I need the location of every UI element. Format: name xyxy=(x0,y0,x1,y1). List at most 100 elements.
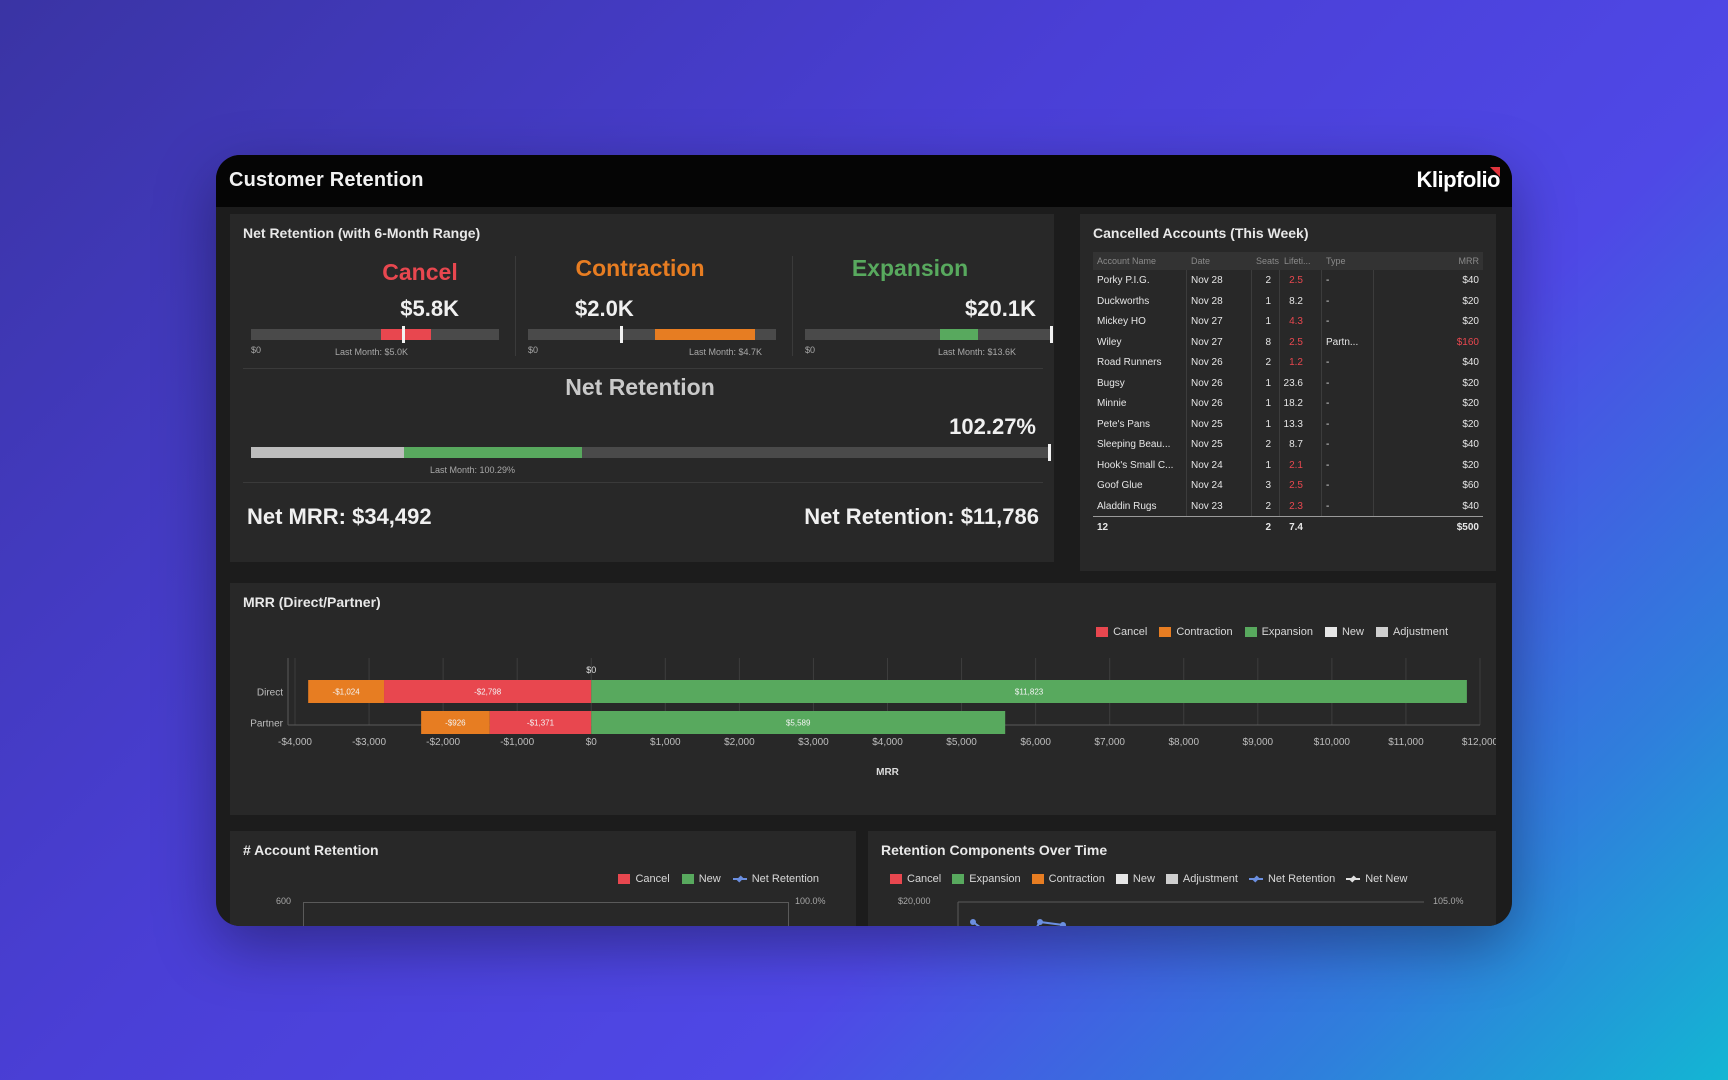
gauge-divider xyxy=(792,256,793,356)
type-cell: - xyxy=(1326,459,1330,471)
net-retention-panel: Net Retention (with 6-Month Range) Cance… xyxy=(230,214,1054,562)
legend-label: Net Retention xyxy=(751,873,819,885)
table-row[interactable]: Pete's Pans Nov 25 1 13.3 - $20 xyxy=(1093,414,1483,435)
legend-swatch xyxy=(1115,874,1128,884)
legend-swatch xyxy=(618,874,631,884)
mrr-legend: Cancel Contraction Expansion New Adjustm… xyxy=(1096,626,1448,638)
legend-item[interactable]: Adjustment xyxy=(1375,626,1448,638)
legend-item[interactable]: Net Retention xyxy=(732,873,819,885)
legend-swatch xyxy=(1375,627,1388,637)
legend-item[interactable]: Expansion xyxy=(952,873,1021,885)
legend-swatch xyxy=(1031,874,1044,884)
mrr-cell: $160 xyxy=(1456,336,1479,348)
bar-data-label: $11,823 xyxy=(1015,688,1044,697)
cancelled-accounts-panel: Cancelled Accounts (This Week) Account N… xyxy=(1080,214,1496,571)
legend-label: Cancel xyxy=(907,873,942,885)
legend-item[interactable]: Net Retention xyxy=(1248,873,1335,885)
legend-label: Expansion xyxy=(969,873,1021,885)
table-row[interactable]: Porky P.I.G. Nov 28 2 2.5 - $40 xyxy=(1093,270,1483,291)
column-line xyxy=(1251,270,1252,516)
table-row[interactable]: Bugsy Nov 26 1 23.6 - $20 xyxy=(1093,373,1483,394)
table-row[interactable]: Wiley Nov 27 8 2.5 Partn... $160 xyxy=(1093,332,1483,353)
expansion-bar xyxy=(591,680,1467,703)
table-row[interactable]: Road Runners Nov 26 2 1.2 - $40 xyxy=(1093,352,1483,373)
column-header[interactable]: Account Name xyxy=(1097,256,1157,266)
chart-frame xyxy=(303,902,788,903)
cancel-bar xyxy=(384,680,592,703)
seats-cell: 2 xyxy=(1265,439,1271,450)
account-name-cell: Pete's Pans xyxy=(1097,418,1151,430)
column-header[interactable]: Seats xyxy=(1256,256,1280,266)
category-label: Direct xyxy=(257,688,283,699)
section-divider xyxy=(243,368,1043,369)
legend-label: Contraction xyxy=(1176,626,1233,638)
contraction-bar xyxy=(308,680,385,703)
net-retention-fill xyxy=(404,447,582,458)
mrr-cell: $20 xyxy=(1462,377,1479,389)
mrr-cell: $20 xyxy=(1462,295,1479,307)
expansion-track xyxy=(805,326,1053,343)
panel-title: Retention Components Over Time xyxy=(881,842,1108,858)
mrr-bar-chart: -$4,000 -$3,000 -$2,000 -$1,000 $0 $1,000 $2,0… xyxy=(250,658,1496,778)
account-name-cell: Bugsy xyxy=(1097,377,1125,389)
table-row[interactable]: Duckworths Nov 28 1 8.2 - $20 xyxy=(1093,291,1483,312)
account-retention-panel: # Account Retention Cancel New Net Reten… xyxy=(230,831,856,926)
mrr-cell: $40 xyxy=(1462,500,1479,512)
title-bar: Customer Retention Klipfolio xyxy=(216,155,1512,207)
column-header[interactable]: MRR xyxy=(1458,256,1480,266)
retention-components-panel: Retention Components Over Time Cancel Ex… xyxy=(868,831,1496,926)
logo-mark-icon xyxy=(1490,167,1500,177)
account-name-cell: Duckworths xyxy=(1097,295,1150,307)
column-header[interactable]: Lifeti... xyxy=(1284,256,1311,266)
column-line xyxy=(1321,270,1322,516)
table-row[interactable]: Goof Glue Nov 24 3 2.5 - $60 xyxy=(1093,475,1483,496)
legend-item[interactable]: New xyxy=(681,873,721,885)
x-tick-label: $11,000 xyxy=(1388,737,1424,748)
legend-label: Expansion xyxy=(1261,626,1313,638)
seats-cell: 1 xyxy=(1265,295,1271,307)
legend-item[interactable]: Net New xyxy=(1346,873,1407,885)
column-header[interactable]: Type xyxy=(1326,256,1346,266)
net-retention-last-month: Last Month: 100.29% xyxy=(430,465,516,475)
contraction-label: Contraction xyxy=(575,255,705,281)
legend-item[interactable]: Expansion xyxy=(1244,626,1313,638)
date-cell: Nov 26 xyxy=(1191,398,1223,409)
mrr-cell: $40 xyxy=(1462,357,1479,368)
account-name-cell: Porky P.I.G. xyxy=(1097,275,1150,286)
expansion-label: Expansion xyxy=(851,255,969,281)
lifetime-cell: 8.7 xyxy=(1289,439,1303,450)
legend-item[interactable]: Cancel xyxy=(618,873,670,885)
x-tick-label: $10,000 xyxy=(1314,737,1351,748)
table-row[interactable]: Minnie Nov 26 1 18.2 - $20 xyxy=(1093,393,1483,414)
legend-item[interactable]: Contraction xyxy=(1159,626,1233,638)
expansion-value: $20.1K xyxy=(965,296,1036,321)
lifetime-cell: 2.5 xyxy=(1289,480,1303,491)
expansion-bar xyxy=(591,711,1006,734)
account-name-cell: Road Runners xyxy=(1097,357,1162,368)
cancel-marker xyxy=(402,326,405,343)
legend-item[interactable]: New xyxy=(1324,626,1364,638)
legend-label: New xyxy=(698,873,721,885)
legend-item[interactable]: New xyxy=(1115,873,1155,885)
column-header[interactable]: Date xyxy=(1191,256,1211,266)
cancel-track xyxy=(251,326,499,343)
table-row[interactable]: Aladdin Rugs Nov 23 2 2.3 - $40 xyxy=(1093,496,1483,517)
y-axis-right-top: 105.0% xyxy=(1433,896,1464,906)
legend-item[interactable]: Adjustment xyxy=(1165,873,1238,885)
legend-line-icon xyxy=(732,878,747,880)
table-row[interactable]: Sleeping Beau... Nov 25 2 8.7 - $40 xyxy=(1093,434,1483,455)
seats-cell: 1 xyxy=(1265,459,1271,471)
type-cell: - xyxy=(1326,357,1330,368)
account-name-cell: Minnie xyxy=(1097,398,1127,409)
klipfolio-logo[interactable]: Klipfolio xyxy=(1416,167,1501,192)
lifetime-cell: 4.3 xyxy=(1289,316,1303,327)
table-row[interactable]: Hook's Small C... Nov 24 1 2.1 - $20 xyxy=(1093,455,1483,476)
footer-count: 12 xyxy=(1097,522,1109,533)
date-cell: Nov 27 xyxy=(1191,316,1223,327)
legend-item[interactable]: Cancel xyxy=(890,873,941,885)
legend-item[interactable]: Cancel xyxy=(1096,626,1147,638)
legend-item[interactable]: Contraction xyxy=(1031,873,1105,885)
account-name-cell: Wiley xyxy=(1097,336,1122,348)
table-row[interactable]: Mickey HO Nov 27 1 4.3 - $20 xyxy=(1093,311,1483,332)
type-cell: - xyxy=(1326,275,1330,286)
